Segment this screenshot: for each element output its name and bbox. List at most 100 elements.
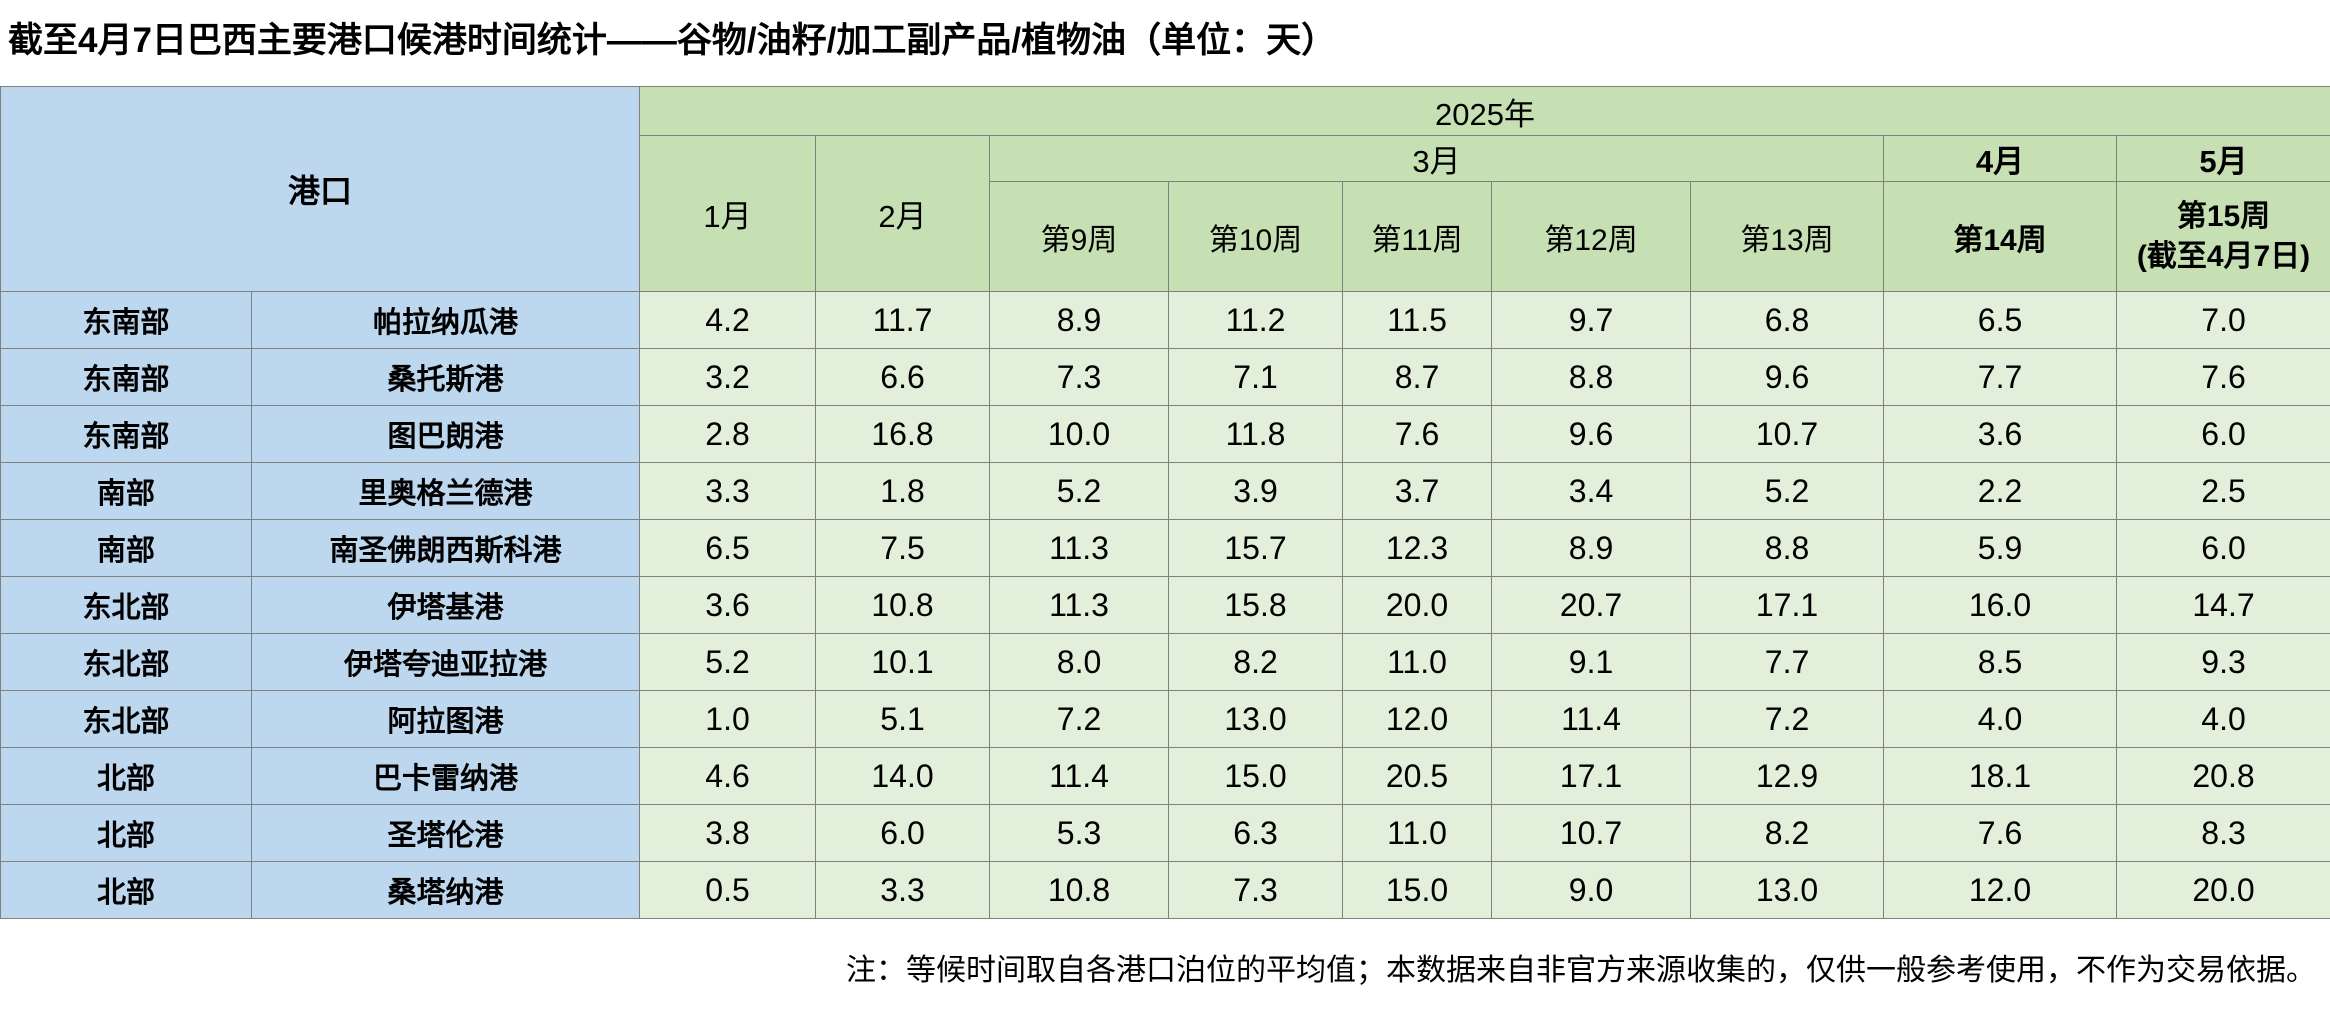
value-cell: 9.7 <box>1491 291 1692 349</box>
value-cell: 5.3 <box>989 804 1170 862</box>
value-cell: 5.1 <box>815 690 991 748</box>
value-cell: 5.2 <box>639 633 817 691</box>
value-cell: 0.5 <box>639 861 817 919</box>
value-cell: 2.8 <box>639 405 817 463</box>
value-cell: 14.0 <box>815 747 991 805</box>
footnote: 注：等候时间取自各港口泊位的平均值；本数据来自非官方来源收集的，仅供一般参考使用… <box>846 954 2316 987</box>
month-header-apr: 4月 <box>1883 135 2118 182</box>
value-cell: 8.2 <box>1168 633 1344 691</box>
year-header: 2025年 <box>639 86 2330 136</box>
value-cell: 7.3 <box>989 348 1170 406</box>
port-name-cell: 伊塔夸迪亚拉港 <box>250 633 641 691</box>
header-row-months: 1月 2月 3月 4月 5月 <box>1 135 2330 292</box>
table-row: 北部 圣塔伦港 3.8 6.0 5.3 6.3 11.0 10.7 8.2 7.6 8.3 <box>0 804 2330 862</box>
value-cell: 8.7 <box>1342 348 1493 406</box>
value-cell: 12.3 <box>1342 519 1493 577</box>
value-cell: 12.9 <box>1690 747 1885 805</box>
region-cell: 东南部 <box>0 291 252 349</box>
value-cell: 6.3 <box>1168 804 1344 862</box>
value-cell: 10.8 <box>989 861 1170 919</box>
value-cell: 3.2 <box>639 348 817 406</box>
value-cell: 10.7 <box>1491 804 1692 862</box>
value-cell: 8.0 <box>989 633 1170 691</box>
value-cell: 6.0 <box>2116 405 2330 463</box>
port-name-cell: 里奥格兰德港 <box>250 462 641 520</box>
header-row-year: 港口 2025年 <box>0 86 2330 292</box>
value-cell: 7.1 <box>1168 348 1344 406</box>
value-cell: 11.0 <box>1342 804 1493 862</box>
value-cell: 4.0 <box>1883 690 2118 748</box>
value-cell: 12.0 <box>1342 690 1493 748</box>
value-cell: 1.8 <box>815 462 991 520</box>
value-cell: 6.0 <box>2116 519 2330 577</box>
region-cell: 北部 <box>0 747 252 805</box>
value-cell: 13.0 <box>1690 861 1885 919</box>
region-cell: 南部 <box>0 462 252 520</box>
table-row: 北部 巴卡雷纳港 4.6 14.0 11.4 15.0 20.5 17.1 12.9 18.1 20… <box>0 747 2330 805</box>
week-13-header: 第13周 <box>1690 181 1885 292</box>
table-body: 东南部 帕拉纳瓜港 4.2 11.7 8.9 11.2 11.5 9.7 6.8 6.5 7.0 东南… <box>0 291 2330 919</box>
value-cell: 7.7 <box>1690 633 1885 691</box>
port-waiting-time-table: 港口 2025年 1月 2月 3月 4月 5月 第9周 第10周 第11周 第1… <box>0 86 2330 919</box>
value-cell: 3.7 <box>1342 462 1493 520</box>
port-name-cell: 桑塔纳港 <box>250 861 641 919</box>
value-cell: 7.6 <box>1342 405 1493 463</box>
month-header-mar: 3月 <box>989 135 1885 182</box>
month-header-jan: 1月 <box>639 135 817 292</box>
page-title: 截至4月7日巴西主要港口候港时间统计——谷物/油籽/加工副产品/植物油（单位：天… <box>8 21 1337 60</box>
value-cell: 10.0 <box>989 405 1170 463</box>
value-cell: 20.5 <box>1342 747 1493 805</box>
value-cell: 7.2 <box>1690 690 1885 748</box>
port-name-cell: 图巴朗港 <box>250 405 641 463</box>
value-cell: 11.4 <box>1491 690 1692 748</box>
value-cell: 18.1 <box>1883 747 2118 805</box>
value-cell: 11.2 <box>1168 291 1344 349</box>
value-cell: 3.3 <box>639 462 817 520</box>
value-cell: 16.8 <box>815 405 991 463</box>
value-cell: 11.3 <box>989 576 1170 634</box>
value-cell: 9.0 <box>1491 861 1692 919</box>
week-12-header: 第12周 <box>1491 181 1692 292</box>
table-row: 东南部 帕拉纳瓜港 4.2 11.7 8.9 11.2 11.5 9.7 6.8 6.5 7.0 <box>0 291 2330 349</box>
value-cell: 7.6 <box>2116 348 2330 406</box>
port-name-cell: 伊塔基港 <box>250 576 641 634</box>
value-cell: 9.6 <box>1491 405 1692 463</box>
value-cell: 12.0 <box>1883 861 2118 919</box>
value-cell: 7.3 <box>1168 861 1344 919</box>
week-15-header: 第15周 (截至4月7日) <box>2116 181 2330 292</box>
value-cell: 9.1 <box>1491 633 1692 691</box>
value-cell: 3.6 <box>639 576 817 634</box>
region-cell: 东北部 <box>0 690 252 748</box>
value-cell: 8.8 <box>1491 348 1692 406</box>
value-cell: 7.5 <box>815 519 991 577</box>
value-cell: 1.0 <box>639 690 817 748</box>
table-row: 南部 里奥格兰德港 3.3 1.8 5.2 3.9 3.7 3.4 5.2 2.2 2.5 <box>0 462 2330 520</box>
value-cell: 16.0 <box>1883 576 2118 634</box>
value-cell: 8.9 <box>989 291 1170 349</box>
value-cell: 3.3 <box>815 861 991 919</box>
value-cell: 4.6 <box>639 747 817 805</box>
value-cell: 20.0 <box>2116 861 2330 919</box>
region-cell: 南部 <box>0 519 252 577</box>
region-cell: 东南部 <box>0 348 252 406</box>
port-name-cell: 南圣佛朗西斯科港 <box>250 519 641 577</box>
value-cell: 5.2 <box>1690 462 1885 520</box>
value-cell: 9.3 <box>2116 633 2330 691</box>
port-name-cell: 阿拉图港 <box>250 690 641 748</box>
port-name-cell: 巴卡雷纳港 <box>250 747 641 805</box>
value-cell: 4.2 <box>639 291 817 349</box>
value-cell: 11.0 <box>1342 633 1493 691</box>
value-cell: 2.2 <box>1883 462 2118 520</box>
week-15-line2: (截至4月7日) <box>2136 239 2311 273</box>
value-cell: 11.7 <box>815 291 991 349</box>
value-cell: 20.7 <box>1491 576 1692 634</box>
value-cell: 3.4 <box>1491 462 1692 520</box>
value-cell: 6.6 <box>815 348 991 406</box>
table-row: 东北部 伊塔基港 3.6 10.8 11.3 15.8 20.0 20.7 17.1 16.0 14… <box>0 576 2330 634</box>
value-cell: 17.1 <box>1690 576 1885 634</box>
header-row-weeks: 第9周 第10周 第11周 第12周 第13周 第14周 第15周 (截至4月7… <box>1 181 2330 292</box>
week-9-header: 第9周 <box>989 181 1170 292</box>
value-cell: 9.6 <box>1690 348 1885 406</box>
value-cell: 10.1 <box>815 633 991 691</box>
